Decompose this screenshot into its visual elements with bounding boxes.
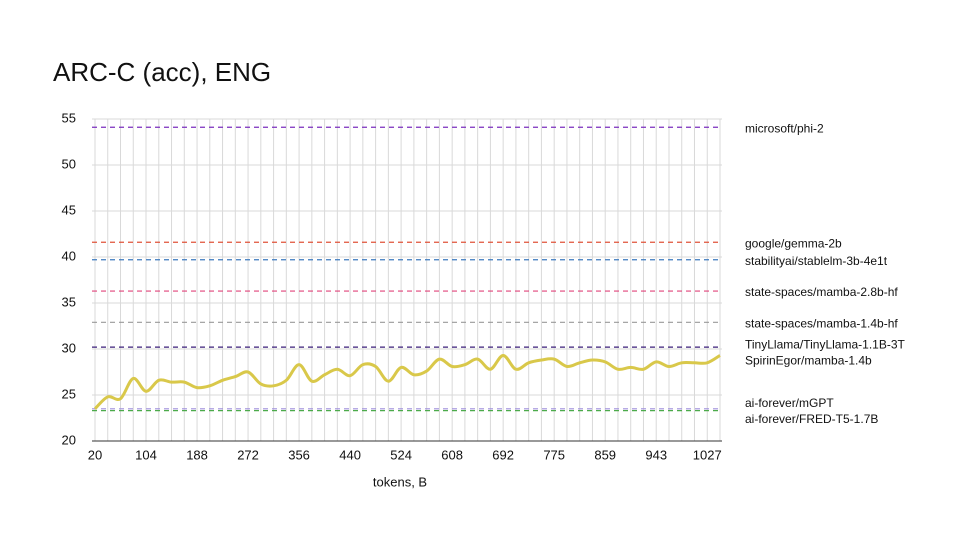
x-tick-label: 440	[339, 447, 361, 462]
y-tick-label: 50	[62, 156, 76, 171]
legend-label: SpirinEgor/mamba-1.4b	[745, 353, 872, 367]
y-tick-label: 45	[62, 202, 76, 217]
x-tick-label: 1027	[693, 447, 722, 462]
legend-label: state-spaces/mamba-1.4b-hf	[745, 316, 898, 330]
x-tick-label: 775	[543, 447, 565, 462]
y-tick-label: 20	[62, 432, 76, 447]
y-tick-label: 30	[62, 340, 76, 355]
x-tick-label: 608	[441, 447, 463, 462]
legend-label: google/gemma-2b	[745, 236, 842, 250]
series-line	[93, 353, 721, 410]
x-tick-label: 272	[237, 447, 259, 462]
y-tick-label: 40	[62, 248, 76, 263]
x-tick-label: 943	[645, 447, 667, 462]
legend-label: stabilityai/stablelm-3b-4e1t	[745, 254, 888, 268]
legend-label: state-spaces/mamba-2.8b-hf	[745, 285, 898, 299]
x-tick-label: 20	[88, 447, 102, 462]
x-tick-label: 188	[186, 447, 208, 462]
legend-label: TinyLlama/TinyLlama-1.1B-3T	[745, 337, 906, 351]
chart-title: ARC-C (acc), ENG	[53, 57, 271, 87]
y-tick-label: 55	[62, 110, 76, 125]
x-axis-label: tokens, B	[373, 474, 427, 489]
x-tick-label: 356	[288, 447, 310, 462]
y-tick-label: 35	[62, 294, 76, 309]
legend-label: microsoft/phi-2	[745, 121, 824, 135]
legend-label: ai-forever/FRED-T5-1.7B	[745, 412, 878, 426]
x-tick-label: 692	[492, 447, 514, 462]
x-tick-label: 104	[135, 447, 157, 462]
x-tick-label: 524	[390, 447, 412, 462]
y-tick-label: 25	[62, 386, 76, 401]
legend-label: ai-forever/mGPT	[745, 396, 834, 410]
x-tick-label: 859	[594, 447, 616, 462]
